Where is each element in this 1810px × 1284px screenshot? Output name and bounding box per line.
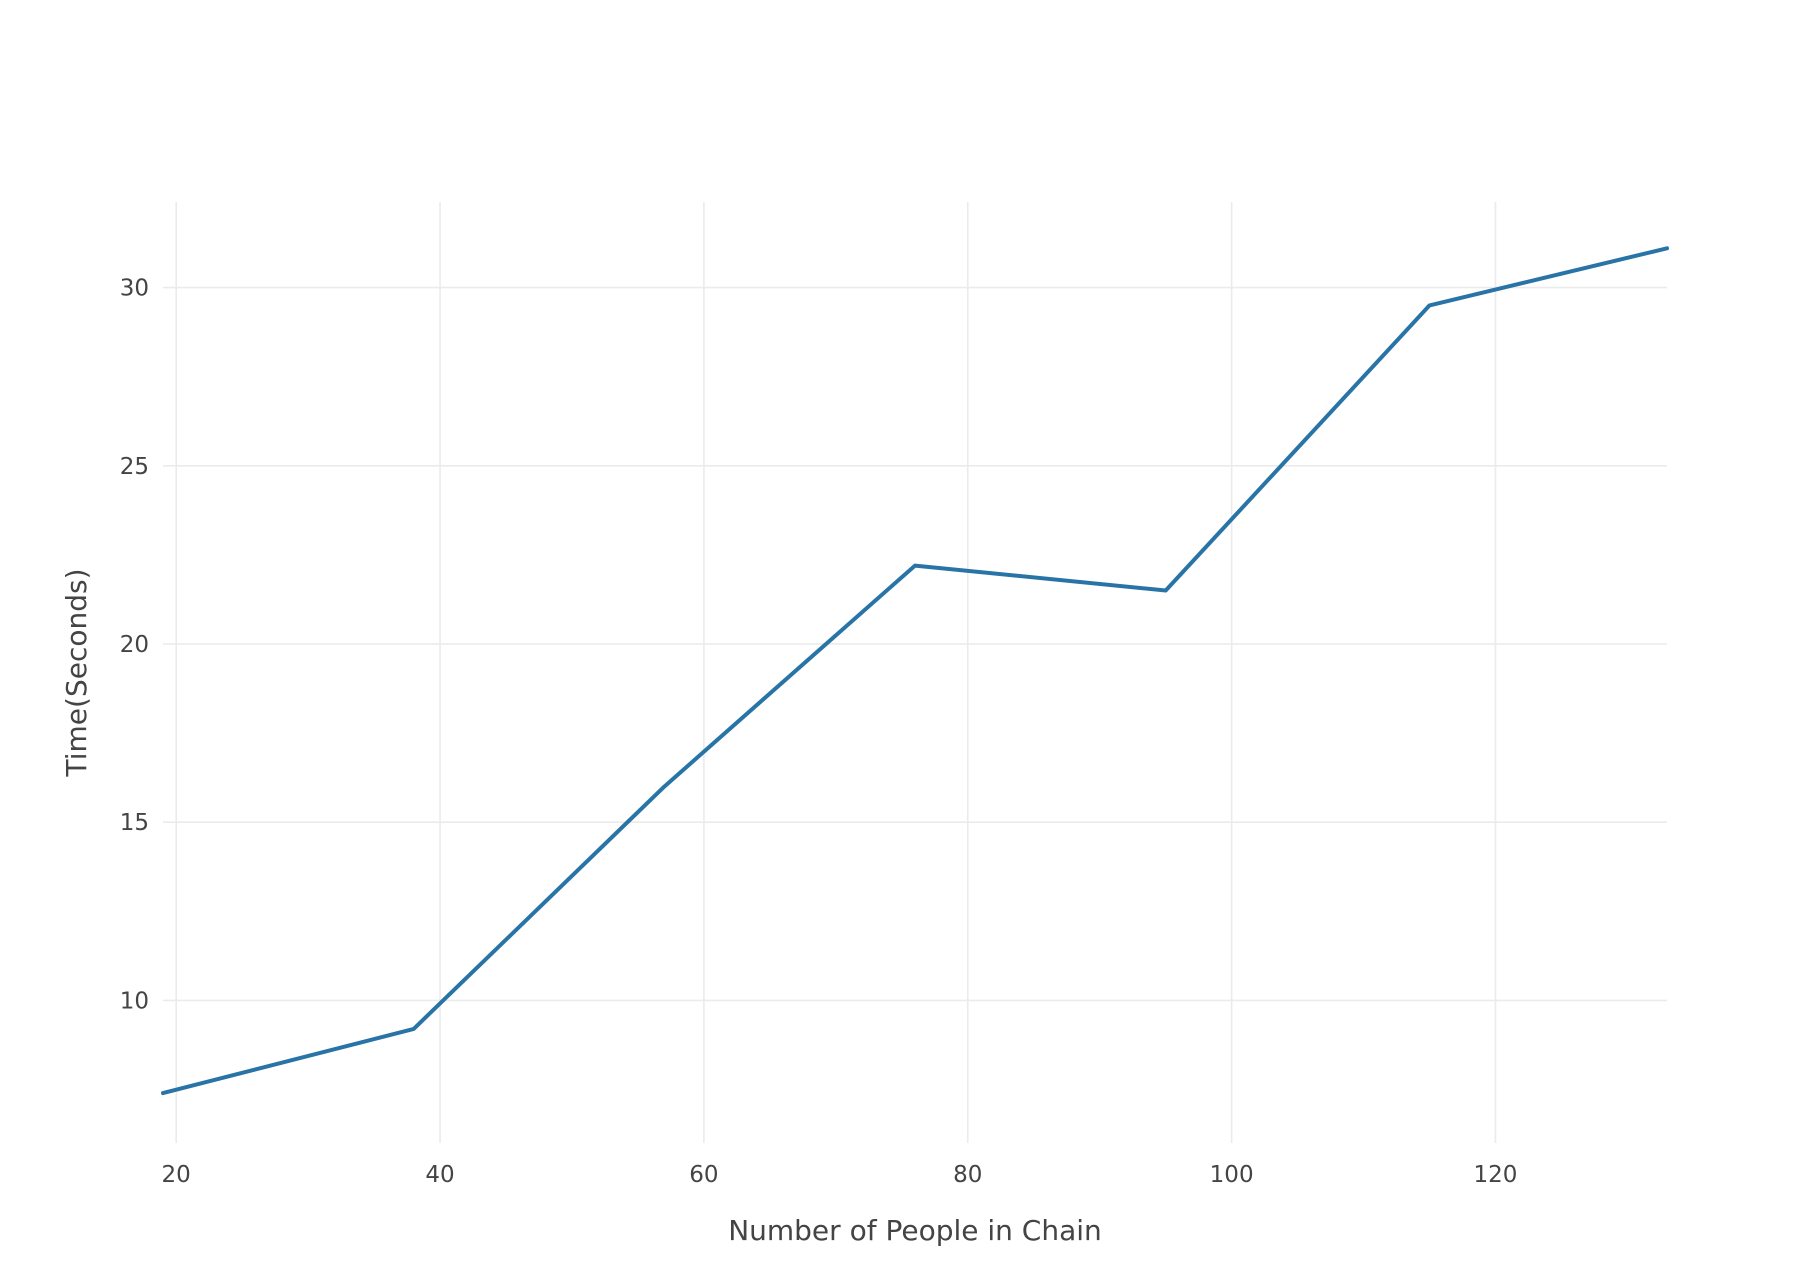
x-tick-label: 20 <box>162 1162 191 1188</box>
x-gridlines <box>175 202 1497 1143</box>
x-tick-label: 60 <box>689 1162 718 1188</box>
y-axis-title: Time(Seconds) <box>60 568 93 777</box>
y-tick-label: 20 <box>120 632 149 658</box>
y-tick-labels: 10 15 20 25 30 <box>120 276 149 1015</box>
y-tick-label: 25 <box>120 454 149 480</box>
x-tick-label: 40 <box>425 1162 454 1188</box>
series-layer <box>161 246 1669 1096</box>
series-line <box>161 246 1669 1096</box>
x-tick-label: 80 <box>953 1162 982 1188</box>
y-tick-label: 30 <box>120 276 149 302</box>
y-tick-label: 15 <box>120 810 149 836</box>
y-tick-label: 10 <box>120 988 149 1014</box>
y-gridlines <box>163 286 1667 1002</box>
x-tick-labels: 20 40 60 80 100 120 <box>162 1162 1518 1188</box>
x-tick-label: 100 <box>1210 1162 1254 1188</box>
x-axis-title: Number of People in Chain <box>728 1214 1102 1247</box>
x-tick-label: 120 <box>1474 1162 1518 1188</box>
